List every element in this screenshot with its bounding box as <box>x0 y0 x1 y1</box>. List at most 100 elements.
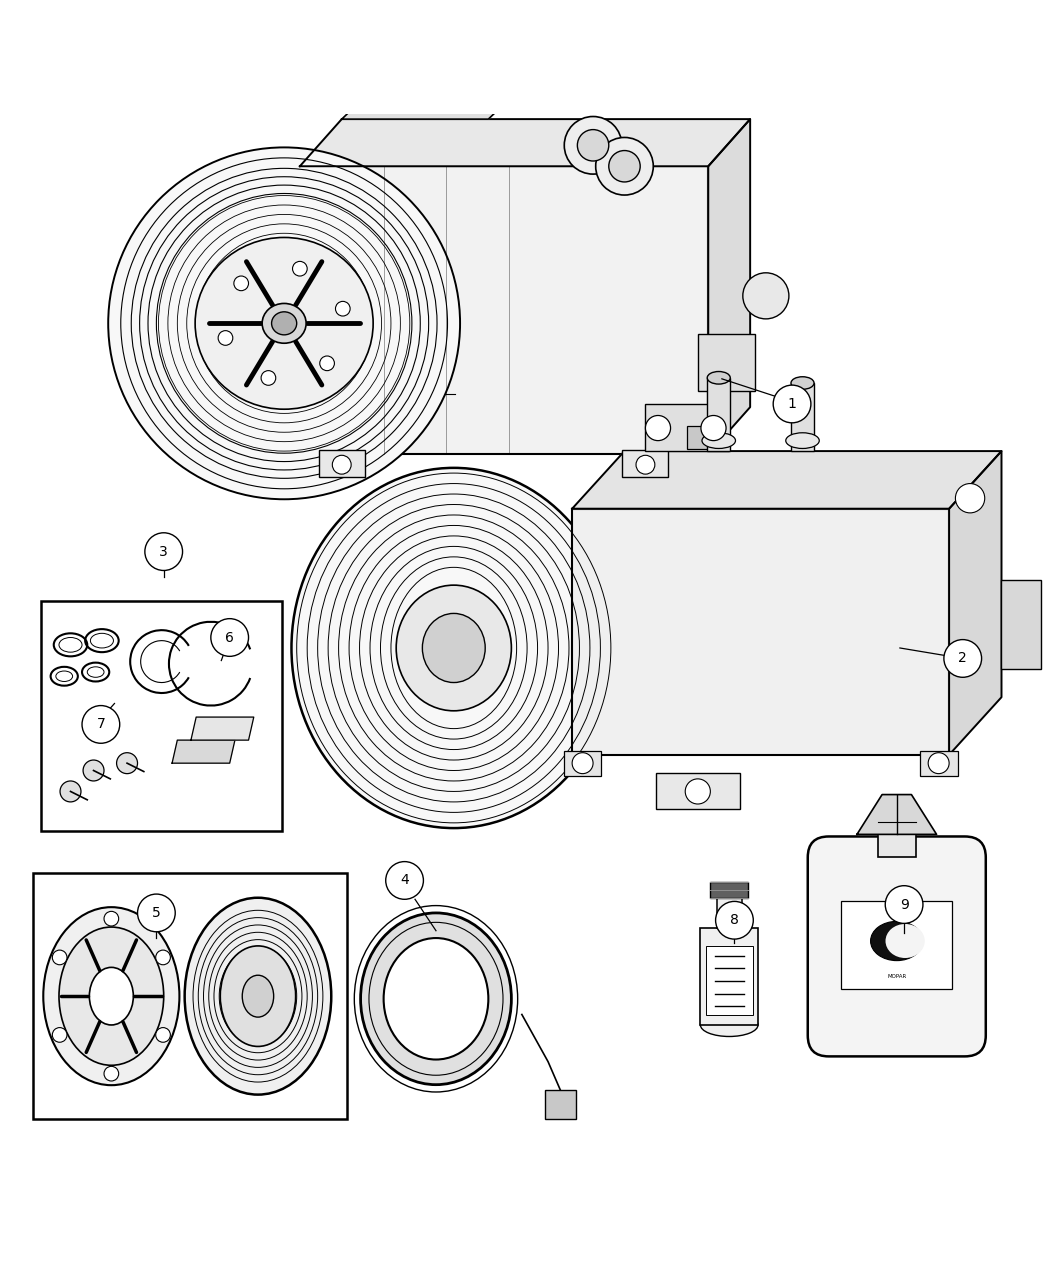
Circle shape <box>716 901 753 940</box>
Bar <box>319 450 364 477</box>
Bar <box>717 899 741 928</box>
Bar <box>698 334 755 391</box>
Text: MOPAR: MOPAR <box>887 974 906 979</box>
Circle shape <box>686 779 711 805</box>
Text: 2: 2 <box>959 652 967 666</box>
Polygon shape <box>191 717 254 740</box>
Bar <box>656 773 739 810</box>
Bar <box>688 426 727 449</box>
Ellipse shape <box>243 975 274 1017</box>
Text: 4: 4 <box>400 873 408 887</box>
Polygon shape <box>949 451 1002 755</box>
Polygon shape <box>857 794 937 834</box>
Ellipse shape <box>220 946 296 1047</box>
Circle shape <box>104 912 119 926</box>
Circle shape <box>742 273 789 319</box>
Bar <box>878 834 916 857</box>
Circle shape <box>646 416 671 441</box>
Bar <box>300 166 709 454</box>
Circle shape <box>944 640 982 677</box>
Circle shape <box>928 752 949 774</box>
Circle shape <box>261 371 276 385</box>
Circle shape <box>52 950 67 965</box>
Bar <box>545 1090 576 1119</box>
Ellipse shape <box>870 922 923 960</box>
Ellipse shape <box>396 585 511 710</box>
Ellipse shape <box>595 138 653 195</box>
Ellipse shape <box>262 303 307 343</box>
Ellipse shape <box>791 376 814 389</box>
Circle shape <box>385 862 423 899</box>
Circle shape <box>211 618 249 657</box>
Bar <box>708 377 730 451</box>
Ellipse shape <box>89 968 133 1025</box>
Ellipse shape <box>578 130 609 161</box>
Bar <box>373 48 427 79</box>
Circle shape <box>332 455 351 474</box>
Ellipse shape <box>702 432 735 449</box>
Circle shape <box>320 356 334 371</box>
Ellipse shape <box>195 237 373 409</box>
Circle shape <box>155 950 170 965</box>
Circle shape <box>83 760 104 782</box>
Circle shape <box>155 1028 170 1042</box>
Circle shape <box>773 385 811 423</box>
Text: 6: 6 <box>226 631 234 644</box>
Circle shape <box>701 416 726 441</box>
Ellipse shape <box>360 913 511 1085</box>
Circle shape <box>636 455 655 474</box>
Text: 3: 3 <box>160 544 168 558</box>
Bar <box>700 928 758 1025</box>
Bar <box>920 751 958 775</box>
Bar <box>711 882 748 899</box>
Ellipse shape <box>108 148 460 500</box>
Ellipse shape <box>185 898 331 1095</box>
Bar <box>1002 580 1042 668</box>
Circle shape <box>293 261 308 277</box>
Circle shape <box>218 330 233 346</box>
Polygon shape <box>709 119 750 454</box>
Text: 5: 5 <box>152 907 161 921</box>
Text: 7: 7 <box>97 718 105 732</box>
Ellipse shape <box>708 371 730 384</box>
Circle shape <box>572 752 593 774</box>
Ellipse shape <box>564 116 622 175</box>
Polygon shape <box>572 451 1002 509</box>
Bar <box>564 751 602 775</box>
Circle shape <box>956 483 985 513</box>
Polygon shape <box>341 79 530 119</box>
Bar <box>623 450 669 477</box>
Ellipse shape <box>885 924 925 958</box>
Bar <box>791 382 814 451</box>
Polygon shape <box>172 740 235 764</box>
FancyBboxPatch shape <box>807 836 986 1057</box>
Bar <box>33 873 347 1119</box>
Bar <box>841 901 952 989</box>
Circle shape <box>885 886 923 923</box>
Circle shape <box>52 1028 67 1042</box>
Ellipse shape <box>292 468 616 827</box>
Ellipse shape <box>609 150 640 182</box>
Circle shape <box>104 1066 119 1081</box>
Ellipse shape <box>383 938 488 1060</box>
Bar <box>572 509 949 755</box>
Circle shape <box>336 301 350 316</box>
Circle shape <box>60 782 81 802</box>
Text: 9: 9 <box>900 898 908 912</box>
Bar <box>646 404 729 451</box>
Bar <box>41 601 282 831</box>
Circle shape <box>145 533 183 570</box>
Text: 1: 1 <box>788 397 797 411</box>
Ellipse shape <box>422 613 485 682</box>
Ellipse shape <box>700 1014 758 1037</box>
Bar <box>706 946 753 1015</box>
Ellipse shape <box>59 927 164 1066</box>
Polygon shape <box>300 119 750 166</box>
Text: 8: 8 <box>730 913 739 927</box>
Ellipse shape <box>43 907 180 1085</box>
Circle shape <box>234 275 249 291</box>
Circle shape <box>117 752 138 774</box>
Ellipse shape <box>785 432 819 449</box>
Circle shape <box>138 894 175 932</box>
Circle shape <box>82 705 120 743</box>
